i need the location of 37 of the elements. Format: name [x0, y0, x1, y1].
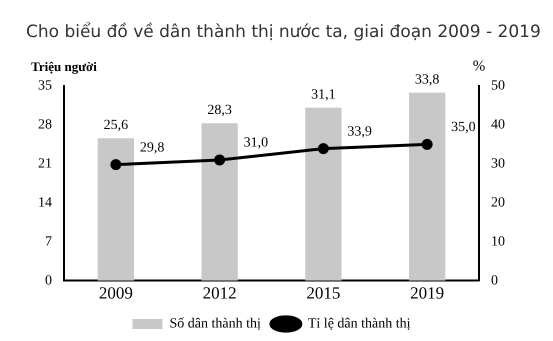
y2-tick-label: 20	[491, 195, 505, 210]
y2-tick-label: 0	[491, 273, 498, 288]
bar	[305, 108, 342, 281]
point	[214, 154, 226, 166]
y2-axis-title: %	[472, 58, 486, 74]
y2-tick-label: 40	[491, 118, 505, 133]
bar	[201, 123, 238, 281]
bar	[98, 138, 134, 281]
y2-tick-label: 10	[491, 234, 505, 250]
legend-label: Tỉ lệ dân thành thị	[308, 316, 411, 332]
y-tick-label: 28	[38, 118, 52, 133]
y2-tick-label: 30	[491, 156, 505, 172]
point	[422, 138, 433, 150]
chart-title: Cho biểu đồ về dân thành thị nước ta, giai đoạn 2009 - 2019	[25, 21, 542, 44]
y2-tick-label: 50	[491, 78, 505, 94]
data-label: 31,1	[311, 87, 336, 102]
x-tick-label: 2019	[410, 283, 444, 302]
x-tick-label: 2009	[98, 283, 133, 302]
data-label: 29,8	[140, 140, 164, 156]
y-tick-label: 0	[45, 273, 52, 288]
point	[318, 143, 329, 154]
y-tick-label: 7	[45, 234, 52, 250]
data-label: 33,9	[347, 124, 372, 140]
x-tick-label: 2012	[202, 283, 237, 302]
data-label: 35,0	[451, 120, 476, 136]
y-tick-label: 35	[38, 78, 52, 94]
data-label: 33,8	[414, 72, 440, 88]
legend-label: Số dân thành thị	[169, 316, 261, 332]
data-label: 31,0	[244, 136, 268, 151]
x-tick-label: 2015	[306, 283, 340, 302]
data-label: 25,6	[104, 118, 128, 133]
bar	[408, 92, 446, 281]
y-tick-label: 21	[38, 156, 52, 172]
y-tick-label: 14	[38, 195, 52, 210]
y-axis-title: Triệu người	[31, 58, 98, 74]
point	[110, 159, 122, 170]
data-label: 28,3	[207, 102, 232, 118]
